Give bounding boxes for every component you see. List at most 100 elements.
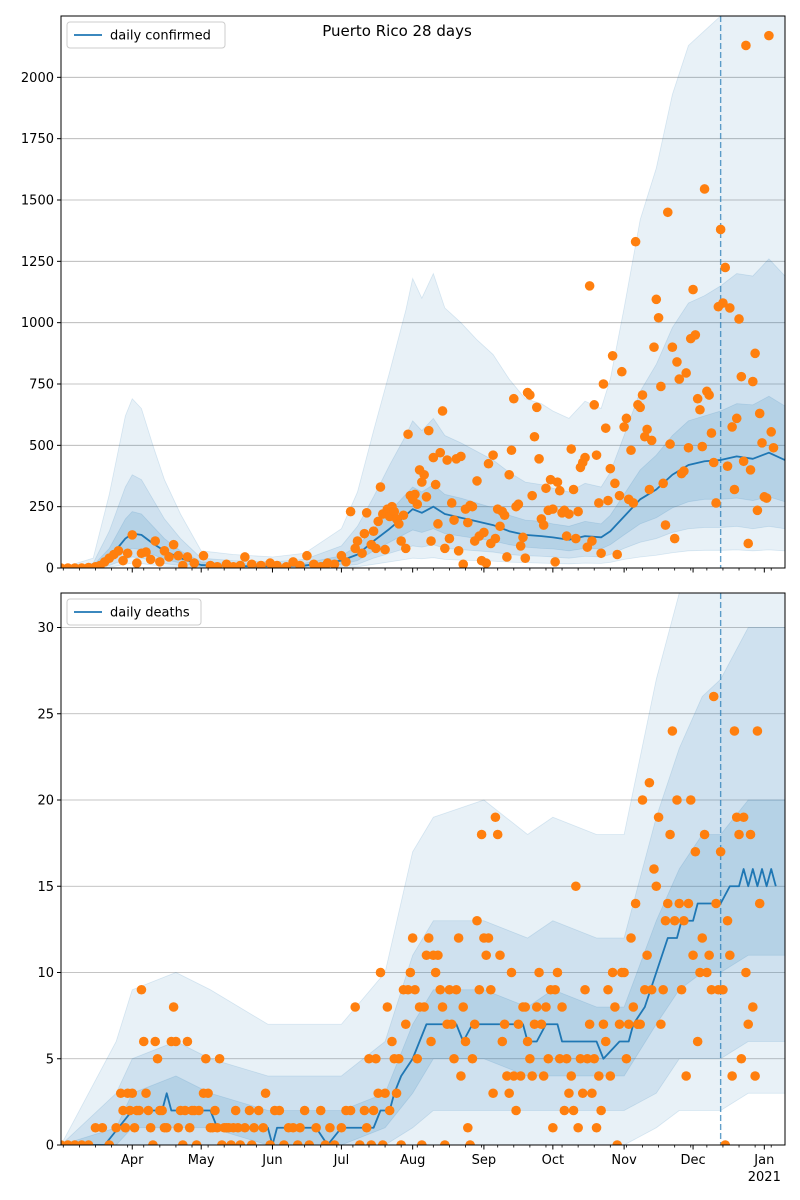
observed-point	[520, 1002, 531, 1012]
observed-point	[525, 1053, 535, 1064]
observed-point	[538, 1071, 549, 1081]
observed-point	[621, 1053, 632, 1064]
observed-point	[403, 984, 413, 995]
observed-point	[115, 1088, 126, 1099]
observed-point	[138, 1036, 149, 1047]
observed-point	[387, 1036, 397, 1047]
observed-point	[201, 1053, 211, 1064]
observed-point	[244, 1105, 255, 1116]
observed-point	[288, 1122, 298, 1133]
observed-point	[564, 1088, 574, 1099]
observed-point	[522, 1036, 533, 1047]
observed-point	[490, 533, 501, 544]
observed-point	[757, 438, 767, 448]
observed-point	[566, 444, 577, 454]
observed-point	[125, 1105, 135, 1116]
observed-point	[486, 984, 496, 995]
observed-point	[97, 1122, 108, 1133]
observed-point	[357, 548, 367, 559]
observed-point	[506, 967, 517, 978]
observed-point	[667, 726, 678, 736]
observed-point	[727, 422, 737, 432]
observed-point	[656, 1019, 666, 1030]
observed-point	[240, 552, 250, 562]
observed-point	[639, 984, 650, 995]
observed-point	[361, 1122, 372, 1133]
observed-point	[600, 1036, 611, 1047]
observed-point	[394, 1053, 404, 1064]
observed-point	[504, 469, 514, 480]
observed-point	[669, 915, 680, 926]
observed-point	[662, 207, 673, 218]
observed-point	[534, 454, 544, 464]
observed-point	[361, 508, 372, 518]
observed-point	[745, 829, 756, 840]
observed-point	[614, 1019, 625, 1030]
observed-point	[150, 536, 161, 546]
observed-point	[141, 547, 151, 557]
observed-point	[488, 1088, 498, 1099]
observed-point	[531, 402, 542, 413]
observed-point	[373, 516, 383, 527]
observed-point	[683, 898, 694, 909]
observed-point	[754, 408, 765, 419]
observed-point	[697, 933, 708, 943]
observed-point	[440, 543, 450, 554]
observed-point	[194, 1105, 204, 1116]
observed-point	[260, 1088, 271, 1099]
observed-point	[433, 519, 443, 529]
observed-point	[605, 1071, 616, 1081]
observed-point	[637, 390, 648, 400]
observed-point	[741, 967, 751, 978]
observed-point	[444, 533, 455, 544]
observed-point	[665, 829, 675, 840]
observed-point	[495, 950, 505, 961]
observed-point	[410, 489, 420, 500]
legend-entry: daily confirmed	[110, 29, 211, 44]
y-tick-label: 0	[46, 1139, 54, 1154]
observed-point	[702, 967, 712, 978]
observed-point	[423, 933, 434, 943]
observed-point	[582, 1053, 593, 1064]
observed-point	[189, 558, 200, 568]
observed-point	[766, 427, 777, 437]
observed-point	[412, 499, 423, 510]
observed-point	[711, 898, 721, 909]
observed-point	[683, 442, 694, 453]
observed-point	[122, 548, 133, 559]
observed-point	[178, 560, 188, 568]
observed-point	[589, 400, 600, 410]
observed-point	[368, 526, 379, 536]
x-tick-label: Nov	[611, 1153, 637, 1168]
observed-point	[329, 559, 340, 568]
observed-point	[692, 1036, 703, 1047]
observed-point	[584, 281, 595, 291]
observed-point	[463, 1122, 473, 1133]
observed-point	[467, 501, 478, 512]
observed-point	[488, 450, 498, 460]
observed-point	[345, 506, 356, 517]
observed-point	[573, 506, 583, 517]
observed-point	[695, 404, 705, 415]
deaths-panel: 0 5 10 15 20 25 30 Apr May Jun Jul Aug Sep Oct Nov Dec J…	[37, 592, 786, 1185]
observed-point	[249, 1122, 259, 1133]
observed-point	[681, 368, 691, 378]
observed-point	[182, 1036, 193, 1047]
observed-point	[428, 452, 439, 463]
observed-point	[350, 1002, 360, 1012]
observed-point	[649, 342, 659, 353]
observed-point	[561, 531, 572, 541]
observed-point	[554, 1053, 565, 1064]
observed-point	[375, 482, 386, 492]
observed-point	[596, 548, 606, 559]
observed-point	[233, 1122, 243, 1133]
observed-point	[203, 1088, 213, 1099]
uncertainty-band-95	[61, 593, 785, 1145]
observed-point	[214, 1053, 225, 1064]
observed-point	[589, 1053, 600, 1064]
observed-point	[508, 1071, 519, 1081]
y-tick-label: 1500	[21, 194, 54, 209]
observed-point	[253, 1105, 264, 1116]
chart-title: Puerto Rico 28 days	[322, 22, 472, 40]
